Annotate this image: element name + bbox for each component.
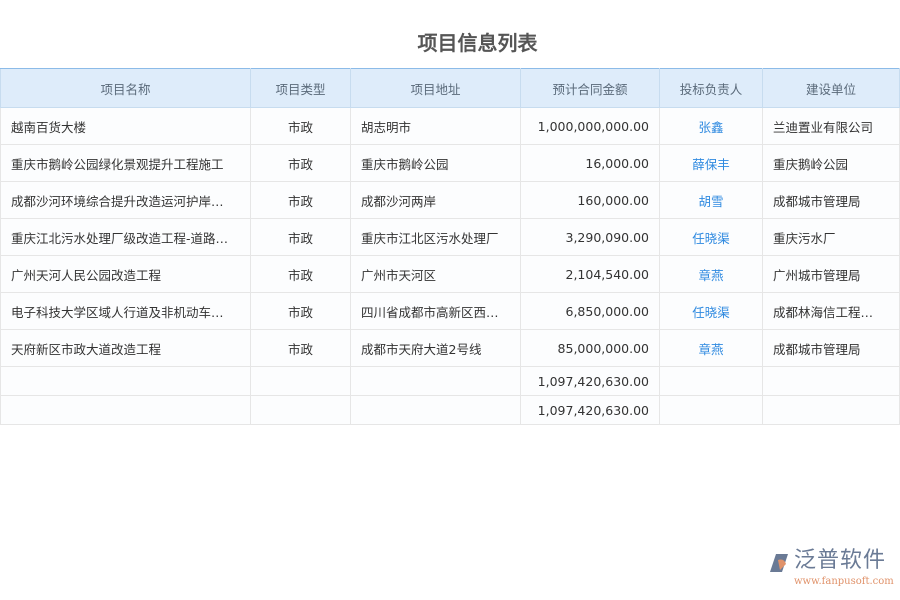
cell-project-type: 市政	[250, 107, 351, 145]
cell-contract-amount: 2,104,540.00	[520, 255, 660, 293]
header-col-bid-owner[interactable]: 投标负责人	[659, 68, 763, 108]
cell-contract-amount: 160,000.00	[520, 181, 660, 219]
cell-project-type: 市政	[250, 181, 351, 219]
cell-project-type: 市政	[250, 218, 351, 256]
cell-bid-owner[interactable]: 张鑫	[659, 107, 763, 145]
empty-cell	[659, 395, 763, 425]
cell-bid-owner[interactable]: 薛保丰	[659, 144, 763, 182]
total-row: 1,097,420,630.00	[0, 366, 900, 396]
table-row[interactable]: 电子科技大学区域人行道及非机动车… 市政 四川省成都市高新区西… 6,850,000.…	[0, 292, 900, 330]
cell-project-type: 市政	[250, 292, 351, 330]
cell-project-type: 市政	[250, 144, 351, 182]
cell-project-name: 越南百货大楼	[0, 107, 251, 145]
cell-project-name: 重庆江北污水处理厂级改造工程-道路…	[0, 218, 251, 256]
empty-cell	[350, 395, 521, 425]
total-amount: 1,097,420,630.00	[520, 366, 660, 396]
cell-project-name: 电子科技大学区域人行道及非机动车…	[0, 292, 251, 330]
cell-construction-unit: 成都城市管理局	[762, 329, 900, 367]
table-row[interactable]: 成都沙河环境综合提升改造运河护岸… 市政 成都沙河两岸 160,000.00 胡雪 成都城…	[0, 181, 900, 219]
cell-construction-unit: 成都林海信工程…	[762, 292, 900, 330]
cell-project-name: 广州天河人民公园改造工程	[0, 255, 251, 293]
empty-cell	[762, 395, 900, 425]
cell-bid-owner[interactable]: 任晓渠	[659, 218, 763, 256]
logo-url: www.fanpusoft.com	[794, 576, 894, 587]
empty-cell	[0, 395, 251, 425]
cell-construction-unit: 成都城市管理局	[762, 181, 900, 219]
cell-project-type: 市政	[250, 329, 351, 367]
cell-project-type: 市政	[250, 255, 351, 293]
cell-bid-owner[interactable]: 章燕	[659, 329, 763, 367]
logo-mark-icon	[770, 554, 788, 572]
table-row[interactable]: 广州天河人民公园改造工程 市政 广州市天河区 2,104,540.00 章燕 广州城市管理…	[0, 255, 900, 293]
table-row[interactable]: 天府新区市政大道改造工程 市政 成都市天府大道2号线 85,000,000.00 章燕成…	[0, 329, 900, 367]
cell-project-address: 广州市天河区	[350, 255, 521, 293]
header-col-project-name[interactable]: 项目名称	[0, 68, 251, 108]
cell-bid-owner[interactable]: 章燕	[659, 255, 763, 293]
cell-bid-owner[interactable]: 胡雪	[659, 181, 763, 219]
cell-project-address: 重庆市江北区污水处理厂	[350, 218, 521, 256]
cell-project-address: 四川省成都市高新区西…	[350, 292, 521, 330]
table-header: 项目名称 项目类型 项目地址 预计合同金额 投标负责人 建设单位	[0, 68, 900, 108]
cell-contract-amount: 85,000,000.00	[520, 329, 660, 367]
cell-construction-unit: 重庆鹅岭公园	[762, 144, 900, 182]
cell-project-address: 胡志明市	[350, 107, 521, 145]
table-row[interactable]: 重庆江北污水处理厂级改造工程-道路… 市政 重庆市江北区污水处理厂 3,290,090…	[0, 218, 900, 256]
cell-project-address: 成都沙河两岸	[350, 181, 521, 219]
table-row[interactable]: 重庆市鹅岭公园绿化景观提升工程施工 市政 重庆市鹅岭公园 16,000.00 薛保丰 重庆…	[0, 144, 900, 182]
project-table: 项目名称 项目类型 项目地址 预计合同金额 投标负责人 建设单位 越南百货大楼 市政 胡志明市…	[0, 68, 900, 425]
cell-project-name: 成都沙河环境综合提升改造运河护岸…	[0, 181, 251, 219]
empty-cell	[762, 366, 900, 396]
cell-contract-amount: 3,290,090.00	[520, 218, 660, 256]
cell-project-name: 天府新区市政大道改造工程	[0, 329, 251, 367]
page-title: 项目信息列表	[417, 31, 538, 55]
empty-cell	[250, 395, 351, 425]
cell-contract-amount: 16,000.00	[520, 144, 660, 182]
logo-text: 泛普软件 www.fanpusoft.com	[794, 548, 894, 588]
cell-project-address: 重庆市鹅岭公园	[350, 144, 521, 182]
cell-project-address: 成都市天府大道2号线	[350, 329, 521, 367]
cell-contract-amount: 1,000,000,000.00	[520, 107, 660, 145]
logo-name: 泛普软件	[794, 548, 887, 573]
total-amount: 1,097,420,630.00	[520, 395, 660, 425]
cell-contract-amount: 6,850,000.00	[520, 292, 660, 330]
header-col-contract-amount[interactable]: 预计合同金额	[520, 68, 660, 108]
empty-cell	[659, 366, 763, 396]
empty-cell	[250, 366, 351, 396]
header-col-construction-unit[interactable]: 建设单位	[762, 68, 900, 108]
total-row: 1,097,420,630.00	[0, 395, 900, 425]
fanpusoft-logo: 泛普软件 www.fanpusoft.com	[768, 548, 894, 588]
empty-cell	[350, 366, 521, 396]
cell-bid-owner[interactable]: 任晓渠	[659, 292, 763, 330]
header-col-project-address[interactable]: 项目地址	[350, 68, 521, 108]
cell-project-name: 重庆市鹅岭公园绿化景观提升工程施工	[0, 144, 251, 182]
cell-construction-unit: 广州城市管理局	[762, 255, 900, 293]
empty-cell	[0, 366, 251, 396]
header-col-project-type[interactable]: 项目类型	[250, 68, 351, 108]
cell-construction-unit: 兰迪置业有限公司	[762, 107, 900, 145]
cell-construction-unit: 重庆污水厂	[762, 218, 900, 256]
table-row[interactable]: 越南百货大楼 市政 胡志明市 1,000,000,000.00 张鑫 兰迪置业有限公司	[0, 107, 900, 145]
